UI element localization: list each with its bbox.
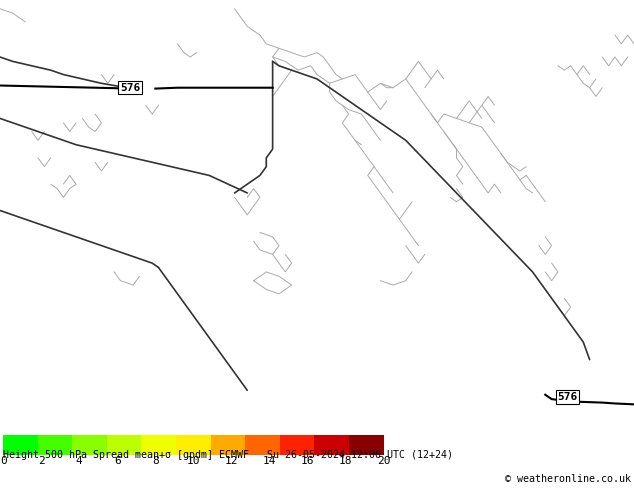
Text: © weatheronline.co.uk: © weatheronline.co.uk xyxy=(505,474,631,484)
Text: 6: 6 xyxy=(114,456,120,466)
Text: 18: 18 xyxy=(339,456,353,466)
Text: 20: 20 xyxy=(377,456,391,466)
Bar xyxy=(280,435,314,455)
Text: 2: 2 xyxy=(38,456,44,466)
Bar xyxy=(72,435,107,455)
Text: 8: 8 xyxy=(152,456,158,466)
Text: 576: 576 xyxy=(557,392,578,402)
Text: 576: 576 xyxy=(120,83,140,93)
Bar xyxy=(245,435,280,455)
Text: 10: 10 xyxy=(186,456,200,466)
Bar xyxy=(210,435,245,455)
Bar xyxy=(176,435,210,455)
Bar xyxy=(107,435,141,455)
Bar xyxy=(3,435,38,455)
Bar xyxy=(349,435,384,455)
Text: 14: 14 xyxy=(262,456,276,466)
Bar xyxy=(141,435,176,455)
Text: 4: 4 xyxy=(76,456,82,466)
Bar xyxy=(38,435,72,455)
Text: 12: 12 xyxy=(224,456,238,466)
Text: Height 500 hPa Spread mean+σ [gpdm] ECMWF   Su 26-05-2024 12:00 UTC (12+24): Height 500 hPa Spread mean+σ [gpdm] ECMW… xyxy=(3,450,453,460)
Text: 16: 16 xyxy=(301,456,314,466)
Bar xyxy=(314,435,349,455)
Text: 0: 0 xyxy=(0,456,6,466)
